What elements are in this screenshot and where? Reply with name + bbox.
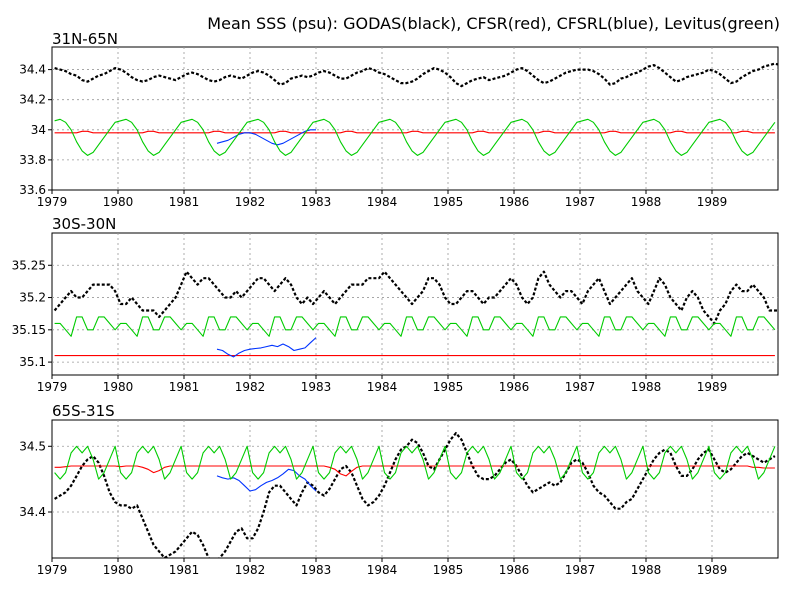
x-tick-label: 1989 [697, 563, 728, 577]
y-tick-label: 33.8 [19, 153, 46, 167]
x-tick-label: 1985 [433, 380, 464, 394]
x-tick-label: 1987 [565, 380, 596, 394]
x-tick-label: 1988 [631, 380, 662, 394]
x-tick-label: 1989 [697, 195, 728, 209]
x-tick-label: 1983 [301, 563, 332, 577]
y-tick-label: 34 [31, 123, 46, 137]
x-tick-label: 1988 [631, 195, 662, 209]
x-tick-label: 1981 [169, 380, 200, 394]
x-tick-label: 1985 [433, 563, 464, 577]
y-tick-label: 35.2 [19, 291, 46, 305]
y-tick-label: 34.2 [19, 93, 46, 107]
x-tick-label: 1987 [565, 563, 596, 577]
x-tick-label: 1981 [169, 563, 200, 577]
panel-title: 65S-31S [52, 402, 115, 420]
x-tick-label: 1980 [103, 195, 134, 209]
panel-title: 30S-30N [52, 215, 116, 233]
x-tick-label: 1988 [631, 563, 662, 577]
y-tick-label: 33.6 [19, 183, 46, 197]
x-tick-label: 1982 [235, 563, 266, 577]
y-tick-label: 34.4 [19, 505, 46, 519]
x-tick-label: 1983 [301, 380, 332, 394]
x-tick-label: 1987 [565, 195, 596, 209]
x-tick-label: 1979 [37, 380, 68, 394]
x-tick-label: 1986 [499, 563, 530, 577]
x-tick-label: 1980 [103, 563, 134, 577]
plot-frame [51, 419, 779, 559]
x-tick-label: 1986 [499, 195, 530, 209]
x-tick-label: 1983 [301, 195, 332, 209]
series-cfsrl-line [216, 129, 316, 146]
x-tick-label: 1981 [169, 195, 200, 209]
series-cfsr-line [54, 465, 775, 477]
x-tick-label: 1982 [235, 380, 266, 394]
x-tick-label: 1984 [367, 563, 398, 577]
series-godas-line [54, 62, 778, 88]
panel-30s-30n: 30S-30N 1979 1980 1981 1982 1983 1984 1985 1986 1… [12, 215, 779, 394]
panel-31n-65n: 31N-65N 1979 1980 1981 1982 1983 1984 1985 1986 1… [19, 30, 779, 209]
y-tick-label: 34.4 [19, 63, 46, 77]
figure-title: Mean SSS (psu): GODAS(black), CFSR(red),… [207, 14, 780, 33]
series-levitus-line [54, 445, 776, 480]
series-godas-line [54, 432, 776, 558]
x-tick-label: 1984 [367, 195, 398, 209]
plot-frame [51, 232, 779, 376]
x-tick-label: 1979 [37, 563, 68, 577]
x-tick-label: 1989 [697, 380, 728, 394]
y-tick-label: 35.15 [12, 323, 46, 337]
y-tick-label: 34.5 [19, 439, 46, 453]
panel-65s-31s: 65S-31S 1979 1980 1981 1982 1983 1984 1985 1986 1… [19, 402, 779, 577]
x-tick-label: 1980 [103, 380, 134, 394]
series-cfsrl-line [216, 337, 317, 358]
plot-frame [51, 46, 779, 191]
series-godas-line [53, 270, 778, 325]
series-levitus-line [54, 316, 776, 337]
series-levitus-line [54, 118, 776, 156]
x-tick-label: 1985 [433, 195, 464, 209]
x-tick-label: 1979 [37, 195, 68, 209]
panel-title: 31N-65N [52, 30, 118, 48]
x-tick-label: 1984 [367, 380, 398, 394]
series-cfsr-line [54, 130, 775, 134]
x-tick-label: 1986 [499, 380, 530, 394]
y-tick-label: 35.25 [12, 258, 46, 272]
y-tick-label: 35.1 [19, 355, 46, 369]
x-tick-label: 1982 [235, 195, 266, 209]
